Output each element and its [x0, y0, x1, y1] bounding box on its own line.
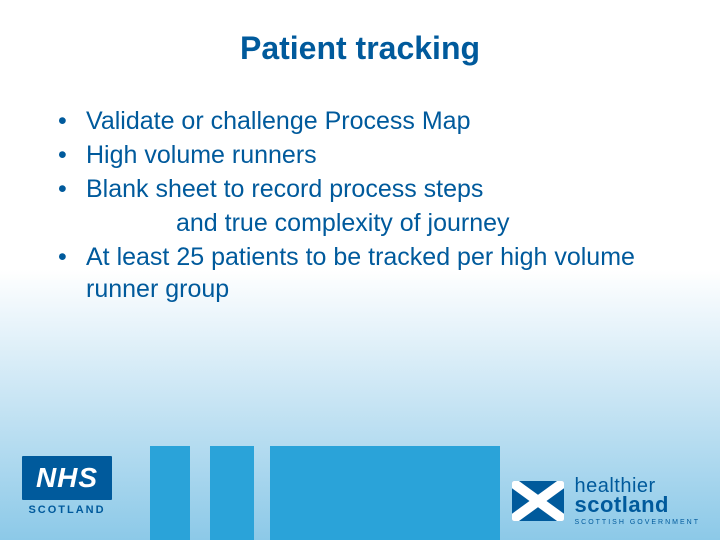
bullet-list: • Validate or challenge Process Map • Hi… [58, 105, 668, 307]
bullet-text: Validate or challenge Process Map [86, 105, 668, 137]
bullet-text: At least 25 patients to be tracked per h… [86, 241, 668, 305]
bullet-text: Blank sheet to record process steps [86, 173, 668, 205]
saltire-icon [512, 481, 564, 521]
list-item: • Blank sheet to record process steps [58, 173, 668, 205]
nhs-acronym: NHS [22, 456, 112, 500]
bullet-marker: • [58, 105, 86, 137]
nhs-logo: NHS SCOTLAND [22, 456, 132, 524]
healthier-scotland-logo: healthier scotland SCOTTISH GOVERNMENT [512, 476, 700, 526]
footer-stripe [270, 446, 500, 540]
list-item: • Validate or challenge Process Map [58, 105, 668, 137]
bullet-marker: • [58, 173, 86, 205]
nhs-subtext: SCOTLAND [22, 504, 112, 516]
slide-title: Patient tracking [0, 30, 720, 67]
bullet-marker: • [58, 139, 86, 171]
footer-stripe [150, 446, 190, 540]
hs-line3: SCOTTISH GOVERNMENT [574, 519, 700, 526]
list-item: • At least 25 patients to be tracked per… [58, 241, 668, 305]
footer-stripe [210, 446, 254, 540]
list-item-continuation: and true complexity of journey [58, 207, 668, 239]
footer: NHS SCOTLAND healthier scotland SCOTTISH… [0, 446, 720, 540]
bullet-marker: • [58, 241, 86, 273]
slide: Patient tracking • Validate or challenge… [0, 0, 720, 540]
bullet-text: High volume runners [86, 139, 668, 171]
bullet-text: and true complexity of journey [86, 207, 668, 239]
list-item: • High volume runners [58, 139, 668, 171]
healthier-scotland-text: healthier scotland SCOTTISH GOVERNMENT [574, 476, 700, 526]
hs-line2: scotland [574, 494, 700, 516]
